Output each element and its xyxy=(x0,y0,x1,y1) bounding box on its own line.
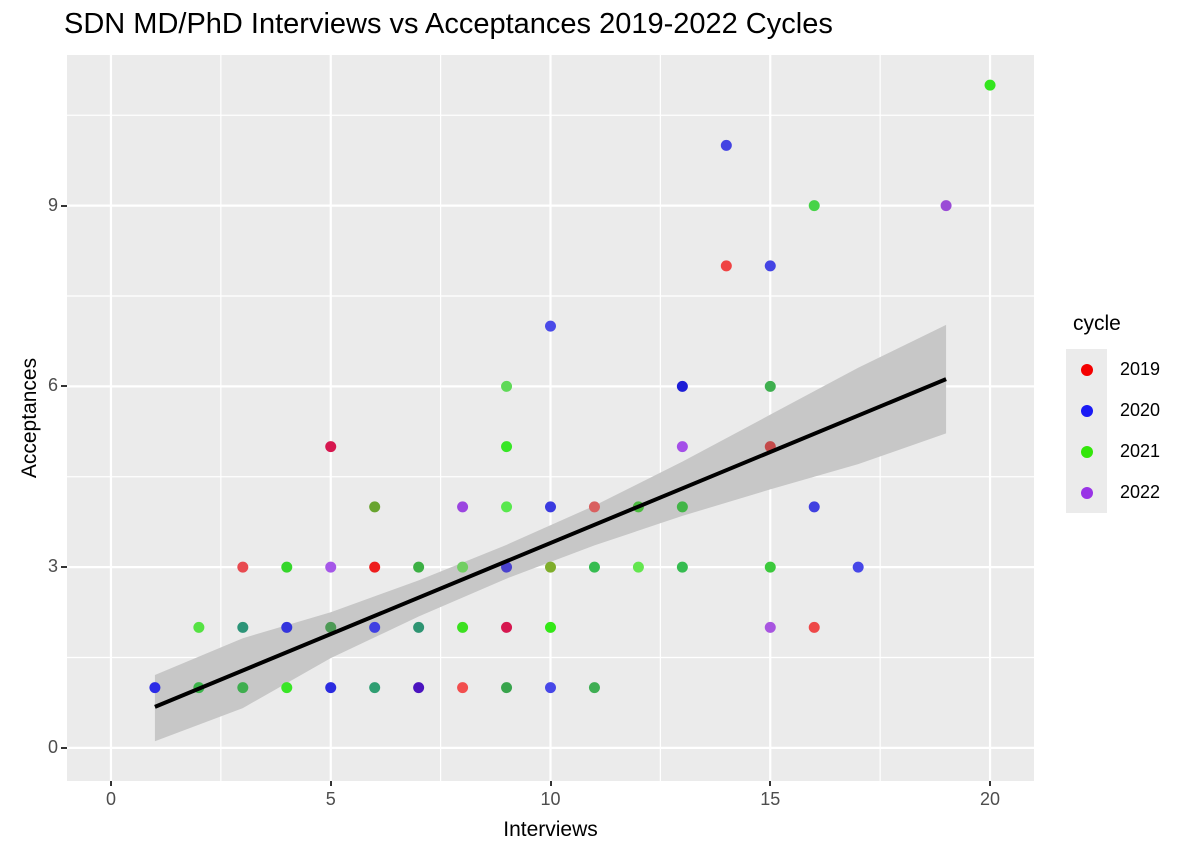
data-point xyxy=(764,621,776,633)
data-point xyxy=(501,441,513,453)
data-point xyxy=(413,561,425,573)
data-point xyxy=(369,682,381,694)
data-point xyxy=(413,682,425,694)
scatter-plot xyxy=(67,55,1034,781)
x-tick-mark xyxy=(989,781,992,786)
y-tick-label: 6 xyxy=(47,375,58,396)
legend-entry-2020: 2020 xyxy=(1066,390,1196,431)
x-tick-mark xyxy=(329,781,332,786)
data-point xyxy=(193,621,205,633)
legend-label: 2020 xyxy=(1120,400,1161,420)
data-point xyxy=(808,621,820,633)
data-point xyxy=(413,621,425,633)
legend-key xyxy=(1066,390,1107,431)
data-point xyxy=(501,380,513,392)
legend-dot-icon xyxy=(1080,363,1093,376)
data-point xyxy=(281,561,293,573)
legend-label: 2022 xyxy=(1120,482,1161,502)
x-tick-label: 5 xyxy=(325,789,336,809)
legend-dot-icon xyxy=(1080,404,1093,417)
data-point xyxy=(676,380,688,392)
data-point xyxy=(457,621,469,633)
data-point xyxy=(325,561,337,573)
data-point xyxy=(369,621,381,633)
data-point xyxy=(764,380,776,392)
regression-line xyxy=(154,377,947,709)
data-point xyxy=(984,79,996,91)
data-point xyxy=(325,441,337,453)
plot-panel xyxy=(67,55,1034,781)
y-tick-mark xyxy=(61,385,67,388)
data-point xyxy=(501,501,513,513)
legend-entry-2022: 2022 xyxy=(1066,472,1196,513)
y-tick-mark xyxy=(61,746,67,749)
y-tick-label: 9 xyxy=(47,194,58,215)
data-point xyxy=(764,260,776,272)
x-tick-mark xyxy=(549,781,552,786)
data-point xyxy=(501,682,513,694)
legend-key xyxy=(1066,349,1107,390)
data-point xyxy=(545,501,556,513)
data-point xyxy=(852,561,864,573)
data-point xyxy=(545,621,556,633)
data-point xyxy=(457,561,469,573)
y-tick-mark xyxy=(61,566,67,569)
confidence-band xyxy=(154,324,947,742)
legend-entries: 2019 2020 2021 2022 xyxy=(1066,349,1196,513)
data-point xyxy=(545,682,556,694)
y-axis-title: Acceptances xyxy=(18,357,41,479)
data-point xyxy=(588,501,600,513)
data-point xyxy=(720,260,732,272)
x-tick-label: 20 xyxy=(980,789,1001,809)
data-point xyxy=(501,621,513,633)
data-point xyxy=(940,200,952,212)
legend-dot-icon xyxy=(1080,486,1093,499)
data-point xyxy=(325,682,337,694)
data-point xyxy=(369,501,381,513)
y-tick-label: 3 xyxy=(47,556,58,577)
data-point xyxy=(720,139,732,151)
data-point xyxy=(281,621,293,633)
data-point xyxy=(325,621,337,633)
data-point xyxy=(676,561,688,573)
data-point xyxy=(588,682,600,694)
data-point xyxy=(676,501,688,513)
legend: cycle 2019 2020 2021 2022 xyxy=(1066,312,1196,513)
data-point xyxy=(545,320,556,332)
legend-entry-2021: 2021 xyxy=(1066,431,1196,472)
x-tick-label: 0 xyxy=(105,789,116,809)
data-point xyxy=(457,682,469,694)
data-point xyxy=(237,621,249,633)
data-point xyxy=(237,682,249,694)
legend-dot-icon xyxy=(1080,445,1093,458)
x-tick-label: 10 xyxy=(540,789,561,809)
data-point xyxy=(632,561,644,573)
data-point xyxy=(237,561,249,573)
legend-label: 2021 xyxy=(1120,441,1161,461)
data-point xyxy=(808,200,820,212)
data-point xyxy=(808,501,820,513)
y-tick-mark xyxy=(61,204,67,207)
y-tick-label: 0 xyxy=(47,736,58,757)
legend-key xyxy=(1066,431,1107,472)
data-point xyxy=(676,441,688,453)
data-point xyxy=(281,682,293,694)
data-point xyxy=(369,561,381,573)
plot-title: SDN MD/PhD Interviews vs Acceptances 201… xyxy=(64,8,833,40)
data-point xyxy=(588,561,600,573)
legend-label: 2019 xyxy=(1120,359,1161,379)
x-tick-label: 15 xyxy=(760,789,781,809)
x-tick-mark xyxy=(769,781,772,786)
legend-key xyxy=(1066,472,1107,513)
legend-title: cycle xyxy=(1073,312,1121,335)
x-axis-title: Interviews xyxy=(503,818,598,841)
data-point xyxy=(149,682,161,694)
legend-entry-2019: 2019 xyxy=(1066,349,1196,390)
x-tick-mark xyxy=(109,781,112,786)
data-point xyxy=(545,561,556,573)
data-point xyxy=(457,501,469,513)
data-point xyxy=(764,561,776,573)
